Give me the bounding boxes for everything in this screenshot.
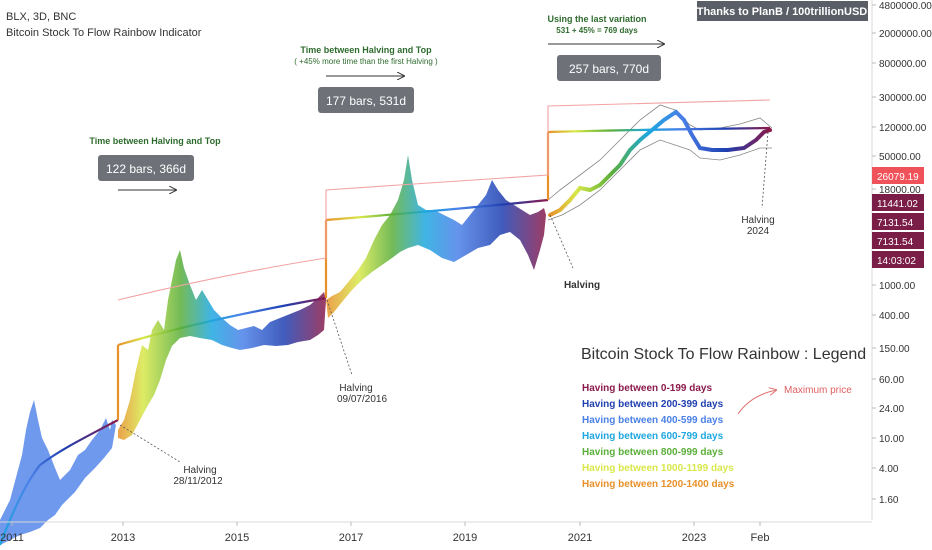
thanks-badge-bg [697, 1, 868, 21]
halving-2024-pointer [761, 131, 769, 209]
price-tag: 26079.19 [877, 172, 919, 183]
box-1: 122 bars, 366d [106, 162, 186, 176]
max-price-label: Maximum price [784, 385, 852, 396]
price-tags: 26079.19 11441.02 7131.54 7131.54 14:03:02 [872, 167, 924, 268]
halving-2024-line-2: 2024 [747, 226, 770, 237]
halving-2024-line-1: Halving [741, 215, 774, 226]
price-tag: 7131.54 [877, 237, 914, 248]
hint-3-line-2: 531 + 45% = 769 days [556, 26, 638, 35]
price-band-2013 [118, 250, 326, 440]
box-2-bg [318, 87, 414, 113]
y-tick-label: 2000000.00 [879, 29, 932, 40]
price-tag: 7131.54 [877, 218, 914, 229]
box-2: 177 bars, 531d [326, 94, 406, 108]
legend-item: Having between 0-199 days [582, 383, 712, 394]
s2f-model-cycle-4 [547, 126, 771, 134]
price-tag-bg [872, 213, 924, 230]
indicator-name: Bitcoin Stock To Flow Rainbow Indicator [6, 27, 202, 39]
y-tick-label: 60.00 [879, 375, 904, 386]
x-tick-label: 2023 [682, 532, 706, 544]
y-tick-label: 800000.00 [879, 59, 927, 70]
halving-2020-label: Halving [564, 280, 600, 291]
x-tick-label: Feb [751, 532, 770, 544]
legend-item: Having between 800-999 days [582, 447, 724, 458]
price-tag-bg [872, 251, 924, 268]
thanks-badge: Thanks to PlanB / 100trillionUSD [697, 6, 868, 18]
legend-item: Having between 1000-1199 days [582, 463, 734, 474]
price-tag-bg [872, 167, 924, 184]
legend-item: Having between 200-399 days [582, 399, 724, 410]
price-band-2011 [0, 400, 116, 545]
s2f-model-cycle-1 [0, 419, 119, 546]
price-series [0, 155, 546, 545]
symbol-line: BLX, 3D, BNC [6, 11, 76, 23]
y-tick-label: 1.60 [879, 495, 899, 506]
price-band-2016 [326, 155, 546, 318]
x-tick-label: 2011 [0, 532, 24, 544]
halving-2016-line-1: Halving [339, 383, 372, 394]
projection-envelope-lower [547, 139, 772, 221]
x-tick-label: 2019 [453, 532, 477, 544]
max-price-line [117, 99, 771, 301]
y-tick-label: 4800000.00 [879, 1, 932, 12]
price-tag: 11441.02 [877, 199, 918, 210]
price-tag-bg [872, 194, 924, 211]
x-tick-label: 2015 [225, 532, 249, 544]
hint-2-line-2: ( +45% more time than the first Halving … [294, 57, 438, 66]
s2f-model [0, 126, 771, 546]
halving-2012-line-2: 28/11/2012 [173, 476, 223, 487]
y-tick-label: 120000.00 [879, 123, 927, 134]
legend: Bitcoin Stock To Flow Rainbow : Legend H… [581, 346, 866, 490]
max-price-arrow [737, 390, 776, 415]
s2f-model-cycle-3 [325, 198, 549, 222]
legend-item: Having between 600-799 days [582, 431, 724, 442]
s2f-model-cycle-2 [117, 296, 327, 347]
y-tick-label: 4.00 [879, 464, 899, 475]
x-axis: 2011 2013 2015 2017 2019 2021 2023 Feb [0, 521, 872, 544]
halving-2020-pointer [549, 214, 574, 269]
y-tick-label: 50000.00 [879, 152, 921, 163]
box-3-bg [557, 55, 661, 81]
y-tick-label: 24.00 [879, 404, 904, 415]
annotations: Time between Halving and Top 122 bars, 3… [89, 14, 852, 487]
hint-2-line-1: Time between Halving and Top [300, 45, 432, 55]
y-tick-label: 1000.00 [879, 281, 916, 292]
legend-item: Having between 400-599 days [582, 415, 724, 426]
x-tick-label: 2013 [111, 532, 135, 544]
x-tick-label: 2017 [339, 532, 363, 544]
projection-line [548, 109, 772, 217]
y-axis: 4800000.00 2000000.00 800000.00 300000.00 12… [871, 0, 932, 520]
hint-1: Time between Halving and Top [89, 136, 221, 146]
box-1-bg [98, 155, 194, 181]
legend-title: Bitcoin Stock To Flow Rainbow : Legend [581, 346, 866, 363]
x-tick-label: 2021 [568, 532, 592, 544]
y-tick-label: 10.00 [879, 434, 904, 445]
box-3: 257 bars, 770d [569, 62, 649, 76]
projection [547, 104, 773, 221]
y-tick-label: 300000.00 [879, 93, 927, 104]
price-tag: 14:03:02 [877, 256, 916, 267]
halving-2012-line-1: Halving [183, 465, 216, 476]
price-tag-bg [872, 232, 924, 249]
legend-item: Having between 1200-1400 days [582, 479, 735, 490]
hint-3-line-1: Using the last variation [547, 14, 646, 24]
y-tick-label: 18000.00 [879, 185, 921, 196]
y-tick-label: 150.00 [879, 344, 910, 355]
projection-envelope-upper [547, 104, 773, 201]
halving-2016-pointer [326, 299, 353, 376]
y-tick-label: 400.00 [879, 311, 910, 322]
halving-2016-line-2: 09/07/2016 [337, 394, 387, 405]
